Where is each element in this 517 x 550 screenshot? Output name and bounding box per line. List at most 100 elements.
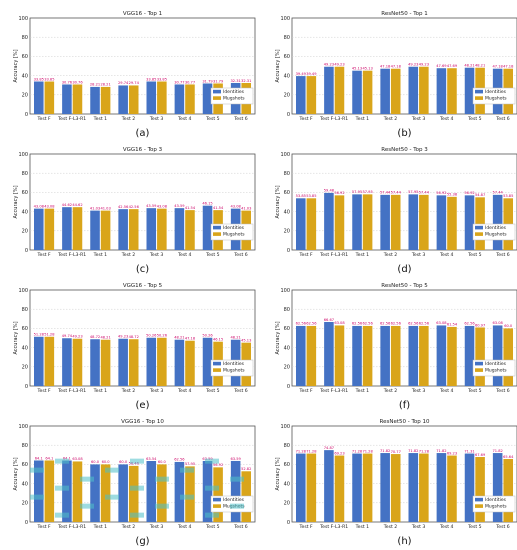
data-label: 60.0	[504, 324, 513, 328]
y-tick-label: 20	[284, 93, 290, 99]
y-axis-label: Accuracy [%]	[275, 321, 281, 354]
data-label: 70.77	[391, 450, 401, 454]
y-tick-label: 40	[284, 73, 290, 79]
bar-identities	[230, 460, 241, 522]
x-tick-label: Test 2	[383, 388, 398, 394]
data-label: 46.15	[202, 201, 212, 205]
data-label: 43.08	[44, 204, 55, 208]
data-label: 41.03	[100, 206, 110, 210]
chart-title: ResNet50 - Top 3	[381, 147, 428, 153]
data-label: 41.03	[241, 206, 251, 210]
stripe-artifact	[105, 494, 119, 500]
legend-label: Identities	[223, 497, 245, 503]
bar-mugshots	[362, 453, 373, 522]
x-tick-label: Test 1	[355, 116, 370, 122]
x-tick-label: Test 4	[177, 388, 192, 394]
bar-identities	[408, 66, 419, 114]
data-label: 46.15	[213, 337, 223, 341]
data-label: 64.1	[35, 456, 43, 460]
data-label: 62.56	[380, 322, 391, 326]
data-label: 63.08	[436, 321, 447, 325]
data-label: 64.1	[45, 456, 53, 460]
data-label: 49.23	[334, 63, 344, 67]
legend-box	[472, 223, 516, 241]
panel-label: (a)	[136, 128, 150, 139]
stripe-artifact	[130, 485, 144, 491]
legend-label: Mugshots	[223, 232, 245, 238]
bar-identities	[380, 68, 390, 114]
chart-panel: ResNet50 - Top 10 0 20 40 60 80 100 Accuracy [%…	[275, 419, 517, 547]
legend-label: Identities	[223, 361, 245, 367]
stripe-artifact	[130, 458, 144, 464]
x-tick-label: Test 1	[93, 116, 108, 122]
data-label: 48.72	[129, 335, 139, 339]
x-tick-label: Test 3	[149, 116, 164, 122]
data-label: 51.28	[34, 333, 45, 337]
panel-label: (g)	[135, 536, 149, 547]
data-label: 41.54	[213, 206, 224, 210]
bar-identities	[492, 194, 503, 250]
y-tick-label: 60	[22, 326, 28, 332]
stripe-artifact	[230, 476, 244, 482]
x-tick-label: Test 4	[439, 116, 454, 122]
stripe-artifact	[130, 512, 144, 518]
stripe-artifact	[105, 467, 119, 473]
x-tick-label: Test 4	[177, 116, 192, 122]
bar-identities	[146, 81, 157, 114]
bar-identities	[352, 70, 362, 114]
data-label: 48.21	[100, 336, 110, 340]
y-tick-label: 80	[22, 443, 28, 449]
data-label: 50.26	[202, 334, 213, 338]
data-label: 64.1	[63, 456, 71, 460]
panel-label: (f)	[399, 400, 410, 411]
data-label: 47.18	[493, 65, 504, 69]
data-label: 43.59	[146, 204, 157, 208]
data-label: 57.95	[408, 190, 418, 194]
x-tick-label: Test 5	[467, 524, 482, 530]
bar-mugshots	[419, 66, 429, 114]
bar-identities	[352, 453, 362, 522]
data-label: 60.0	[158, 460, 167, 464]
data-label: 56.92	[213, 463, 223, 467]
data-label: 43.08	[157, 204, 168, 208]
bar-mugshots	[100, 464, 111, 522]
legend-label: Mugshots	[485, 232, 507, 238]
data-label: 48.72	[90, 335, 100, 339]
bar-mugshots	[475, 197, 485, 250]
data-label: 39.49	[306, 72, 317, 76]
bar-mugshots	[128, 339, 139, 386]
legend-swatch	[213, 504, 221, 508]
data-label: 53.85	[503, 194, 513, 198]
stripe-artifact	[30, 467, 44, 473]
data-label: 42.56	[118, 205, 129, 209]
y-tick-label: 100	[280, 288, 290, 294]
x-tick-label: Test 1	[93, 252, 108, 258]
data-label: 56.92	[464, 191, 474, 195]
y-tick-label: 80	[284, 307, 290, 313]
legend-box	[210, 359, 254, 377]
bar-identities	[202, 337, 213, 386]
data-label: 57.44	[380, 191, 391, 195]
data-label: 52.82	[241, 467, 251, 471]
bar-identities	[118, 338, 128, 386]
bar-identities	[118, 209, 128, 250]
data-label: 47.18	[185, 337, 196, 341]
x-tick-label: Test 6	[495, 252, 510, 258]
chart-panel: ResNet50 - Top 3 0 20 40 60 80 100 Accuracy [%]…	[275, 147, 517, 275]
x-tick-label: Test 6	[233, 388, 248, 394]
legend-label: Identities	[223, 225, 245, 231]
stripe-artifact	[55, 485, 69, 491]
x-tick-label: Test 1	[355, 388, 370, 394]
y-tick-label: 40	[22, 481, 28, 487]
bar-mugshots	[475, 327, 485, 386]
data-label: 42.56	[129, 205, 140, 209]
panel-label: (h)	[397, 536, 411, 547]
bar-mugshots	[185, 466, 195, 522]
legend-label: Mugshots	[485, 504, 507, 510]
bar-mugshots	[72, 461, 83, 522]
stripe-artifact	[30, 494, 44, 500]
bar-mugshots	[306, 453, 317, 522]
bar-mugshots	[447, 326, 457, 386]
bar-identities	[436, 453, 447, 522]
bar-mugshots	[44, 336, 55, 386]
